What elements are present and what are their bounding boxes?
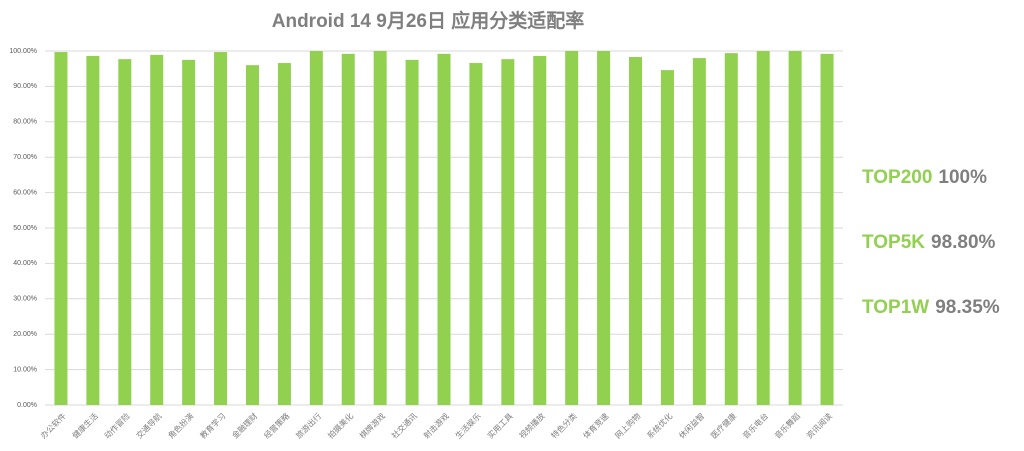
bar [597,51,611,405]
x-tick-label: 拍摄美化 [325,411,355,441]
annotation-label: TOP1W [862,297,929,318]
x-tick-label: 资讯阅读 [804,411,834,441]
y-tick-label: 80.00% [13,119,37,126]
annotation: TOP5K 98.80% [862,232,996,253]
x-tick-label: 系统优化 [645,411,675,441]
bar [692,58,706,406]
y-tick-label: 90.00% [13,83,37,90]
bar [629,57,643,405]
bar [469,63,483,405]
bar [501,59,515,405]
x-tick-label: 音乐舞蹈 [772,411,802,441]
bar [277,63,291,405]
bar [309,51,323,405]
x-tick-label: 音乐电台 [740,411,770,441]
annotation-value: 98.35% [935,297,1000,318]
bar [341,53,355,405]
chart-title: Android 14 9月26日 应用分类适配率 [272,9,585,32]
bar [150,54,164,405]
annotation-label: TOP200 [862,167,932,188]
bar [54,52,68,405]
x-tick-label: 体育竞速 [581,411,611,441]
x-tick-label: 社交通讯 [389,411,419,441]
bar [565,51,579,405]
y-tick-label: 40.00% [13,260,37,267]
x-tick-label: 动作冒险 [102,411,132,441]
x-tick-label: 金融理财 [230,411,260,441]
bar [788,51,802,405]
y-tick-label: 30.00% [13,296,37,303]
x-tick-label: 交通导航 [134,411,164,441]
x-tick-label: 网上购物 [613,411,643,441]
x-tick-label: 生活娱乐 [453,411,483,441]
y-tick-label: 100.00% [9,48,37,55]
bar [214,52,228,405]
x-tick-label: 休闲益智 [677,411,707,441]
x-tick-label: 经营策略 [262,411,292,441]
x-tick-label: 视频播放 [517,411,547,441]
bar [660,70,674,405]
y-tick-label: 20.00% [13,331,37,338]
x-tick-label: 实用工具 [485,411,515,441]
bar [86,55,100,406]
bar [405,59,419,405]
x-tick-label: 角色扮演 [166,411,196,441]
x-tick-label: 办公软件 [38,411,68,441]
x-tick-label: 健康生活 [70,411,100,441]
bar [756,51,770,405]
bar [118,59,132,405]
bar [724,53,738,406]
bar [182,59,196,405]
annotation: TOP1W 98.35% [862,297,1000,318]
bar [373,51,387,405]
x-tick-label: 旅游出行 [294,411,324,441]
bar [533,55,547,406]
y-tick-label: 50.00% [13,225,37,232]
y-tick-label: 10.00% [13,366,37,373]
y-tick-label: 60.00% [13,189,37,196]
y-tick-label: 70.00% [13,154,37,161]
x-tick-label: 特色分类 [549,411,579,441]
x-tick-label: 医疗健康 [708,411,738,441]
annotation-label: TOP5K [862,232,925,253]
x-tick-label: 射击游戏 [421,411,451,441]
bar [437,53,451,405]
x-tick-label: 棋牌游戏 [357,411,387,441]
annotation-value: 98.80% [931,232,996,253]
x-tick-label: 教育学习 [198,411,228,441]
y-tick-label: 0.00% [17,402,37,409]
annotation: TOP200 100% [862,167,987,188]
bar [820,53,834,405]
annotation-value: 100% [938,167,987,188]
bar [245,65,259,405]
